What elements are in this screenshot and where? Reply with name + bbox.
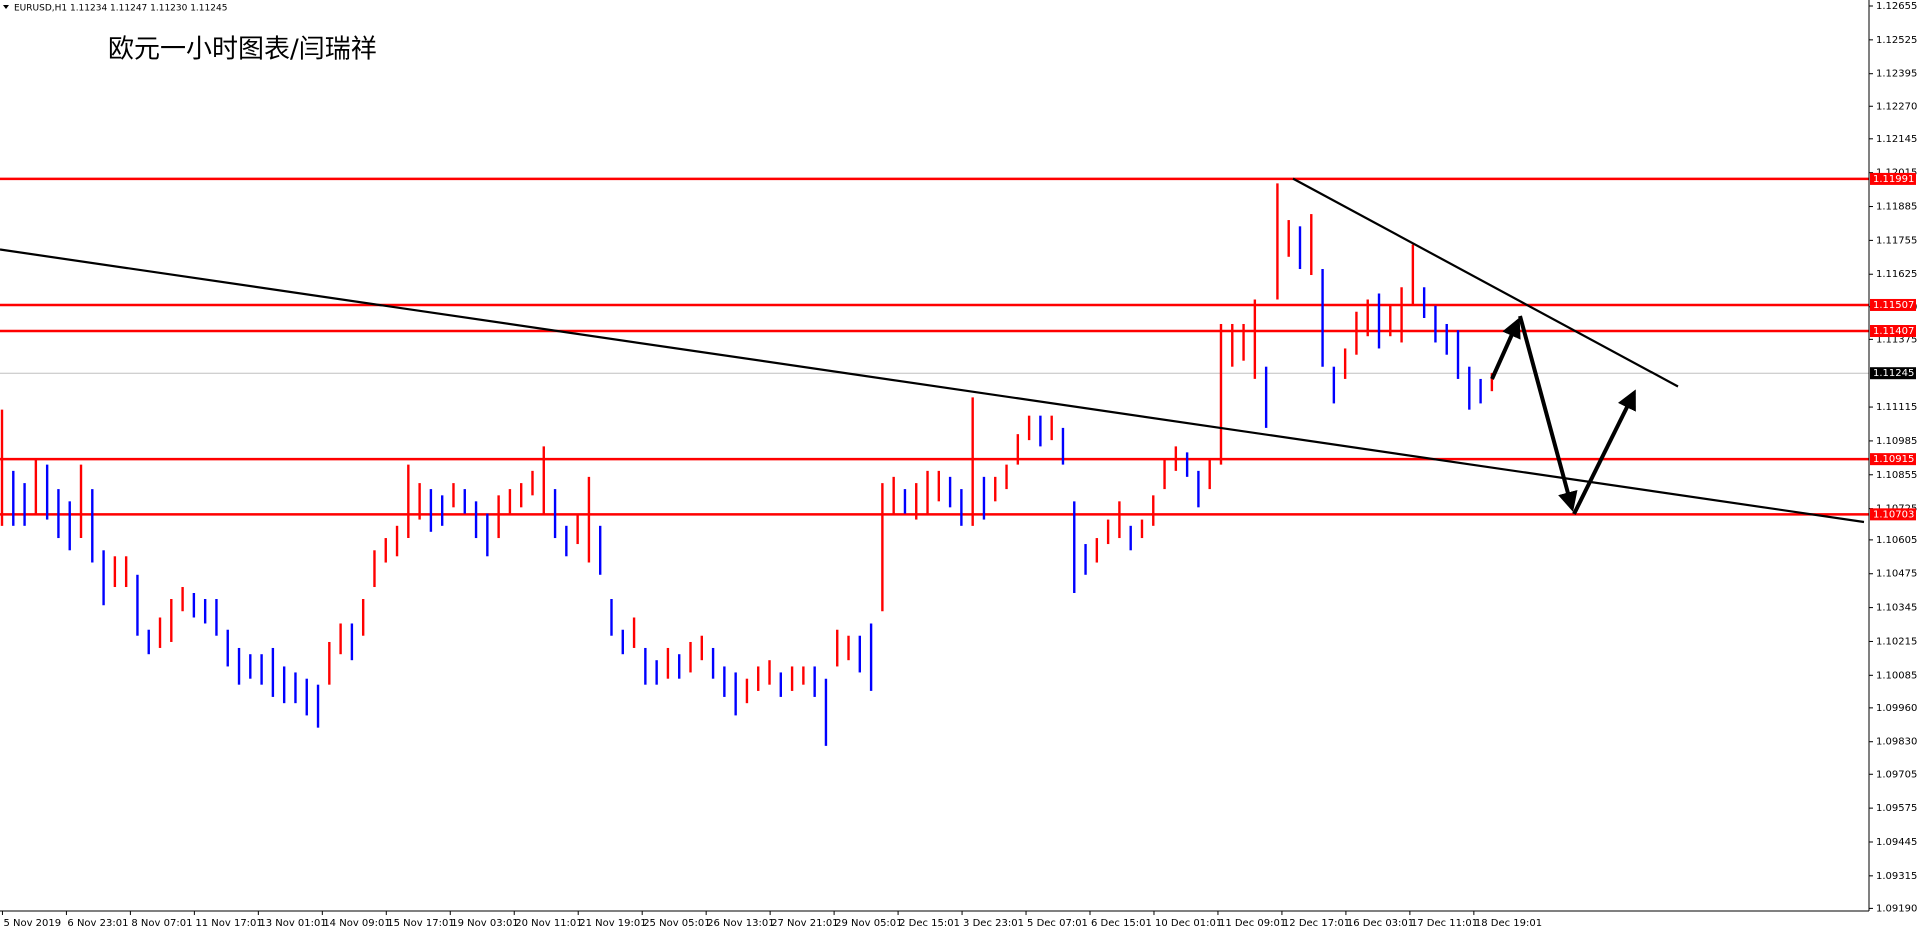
x-tick-label: 18 Dec 19:01 — [1475, 918, 1542, 929]
level-label: 1.11407 — [1873, 326, 1914, 337]
x-tick-label: 6 Dec 15:01 — [1091, 918, 1152, 929]
x-tick-label: 11 Nov 17:01 — [195, 918, 262, 929]
arrow — [1518, 315, 1578, 512]
level-label-box — [1870, 508, 1916, 521]
level-label: 1.11991 — [1873, 174, 1914, 185]
y-tick-label: 1.09190 — [1876, 903, 1917, 914]
x-tick-label: 25 Nov 05:01 — [643, 918, 710, 929]
arrow — [1490, 317, 1521, 380]
x-tick-label: 6 Nov 23:01 — [67, 918, 128, 929]
x-tick-label: 2 Dec 15:01 — [899, 918, 960, 929]
level-label-box — [1870, 172, 1916, 185]
x-tick-label: 17 Dec 11:01 — [1411, 918, 1478, 929]
y-tick-label: 1.11375 — [1876, 334, 1917, 345]
trend-line — [0, 248, 1865, 524]
x-tick-label: 26 Nov 13:01 — [707, 918, 774, 929]
trend-line — [1292, 177, 1679, 388]
x-tick-label: 5 Dec 07:01 — [1027, 918, 1088, 929]
y-tick-label: 1.09960 — [1876, 703, 1917, 714]
y-tick-label: 1.11885 — [1876, 202, 1917, 213]
x-tick-label: 14 Nov 09:01 — [323, 918, 390, 929]
y-tick-label: 1.09445 — [1876, 837, 1917, 848]
x-tick-label: 10 Dec 01:01 — [1155, 918, 1222, 929]
x-tick-label: 15 Nov 17:01 — [387, 918, 454, 929]
x-tick-label: 27 Nov 21:01 — [771, 918, 838, 929]
y-tick-label: 1.12525 — [1876, 35, 1917, 46]
y-tick-label: 1.09705 — [1876, 769, 1917, 780]
y-tick-label: 1.09575 — [1876, 803, 1917, 814]
x-tick-label: 8 Nov 07:01 — [131, 918, 192, 929]
symbol-header: EURUSD,H1 1.11234 1.11247 1.11230 1.1124… — [14, 4, 227, 14]
levels-layer — [0, 177, 1869, 516]
level-label-box — [1870, 325, 1916, 338]
x-tick-label: 29 Nov 05:01 — [835, 918, 902, 929]
y-tick-label: 1.12145 — [1876, 134, 1917, 145]
level-label: 1.10703 — [1873, 509, 1914, 520]
arrow — [1572, 389, 1636, 515]
y-tick-label: 1.12270 — [1876, 101, 1917, 112]
y-tick-label: 1.10855 — [1876, 470, 1917, 481]
x-tick-label: 11 Dec 09:01 — [1219, 918, 1286, 929]
drawings — [0, 177, 1865, 524]
x-tick-label: 5 Nov 2019 — [3, 918, 61, 929]
y-tick-label: 1.12655 — [1876, 1, 1917, 12]
bars-layer — [0, 183, 1494, 746]
chart-title: 欧元一小时图表/闫瑞祥 — [108, 35, 377, 65]
y-tick-label: 1.11755 — [1876, 235, 1917, 246]
y-tick-label: 1.10215 — [1876, 636, 1917, 647]
x-tick-label: 20 Nov 11:01 — [515, 918, 582, 929]
x-tick-label: 12 Dec 17:01 — [1283, 918, 1350, 929]
level-label-box — [1870, 453, 1916, 466]
x-tick-label: 16 Dec 03:01 — [1347, 918, 1414, 929]
current-price-box — [1870, 367, 1916, 380]
current-price-label: 1.11245 — [1873, 368, 1914, 379]
y-tick-label: 1.10085 — [1876, 670, 1917, 681]
y-tick-label: 1.10345 — [1876, 603, 1917, 614]
y-tick-label: 1.11625 — [1876, 269, 1917, 280]
y-tick-label: 1.10985 — [1876, 436, 1917, 447]
level-label: 1.10915 — [1873, 454, 1914, 465]
y-tick-label: 1.09830 — [1876, 737, 1917, 748]
x-tick-label: 19 Nov 03:01 — [451, 918, 518, 929]
y-tick-label: 1.09315 — [1876, 871, 1917, 882]
x-tick-label: 3 Dec 23:01 — [963, 918, 1024, 929]
y-tick-label: 1.10475 — [1876, 569, 1917, 580]
y-tick-label: 1.12395 — [1876, 69, 1917, 80]
x-tick-label: 13 Nov 01:01 — [259, 918, 326, 929]
x-tick-label: 21 Nov 19:01 — [579, 918, 646, 929]
y-tick-label: 1.10605 — [1876, 535, 1917, 546]
menu-triangle[interactable] — [3, 5, 9, 9]
level-label: 1.11507 — [1873, 300, 1914, 311]
level-label-box — [1870, 298, 1916, 311]
y-tick-label: 1.11115 — [1876, 402, 1917, 413]
